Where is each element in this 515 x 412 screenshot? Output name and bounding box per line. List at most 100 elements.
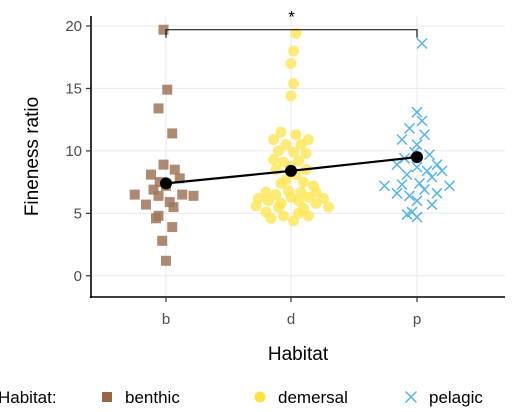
significance-label: *	[288, 8, 295, 27]
pelagic-point	[401, 209, 413, 221]
benthic-point	[157, 235, 168, 246]
benthic-point	[153, 103, 164, 114]
y-tick-label: 15	[65, 80, 82, 97]
demersal-point	[288, 146, 299, 158]
demersal-point	[323, 201, 334, 213]
demersal-point	[285, 90, 297, 102]
demersal-point	[270, 189, 282, 201]
demersal-point	[300, 147, 312, 159]
y-tick-label: 10	[65, 143, 82, 160]
benthic-point	[167, 128, 178, 139]
benthic-point	[162, 84, 173, 95]
tick-labels: 0 5 10 15 20 b d p	[65, 18, 421, 328]
legend: Habitat: benthic demersal pelagic	[0, 388, 483, 407]
benthic-point	[188, 190, 199, 201]
demersal-point	[260, 186, 272, 198]
benthic-point	[168, 202, 179, 213]
pelagic-point	[403, 190, 416, 202]
benthic-point	[174, 173, 185, 184]
pelagic-point	[416, 115, 428, 127]
demersal-point	[280, 139, 292, 151]
demersal-point	[288, 215, 299, 227]
demersal-point	[265, 212, 277, 224]
legend-benthic-label: benthic	[125, 388, 180, 407]
y-tick-label: 0	[74, 268, 82, 285]
benthic-point	[148, 184, 159, 195]
demersal-point	[288, 45, 299, 57]
x-tick-label: d	[287, 311, 295, 328]
legend-pelagic-label: pelagic	[429, 388, 483, 407]
pelagic-point	[401, 169, 413, 181]
demersal-point	[293, 155, 304, 167]
benthic-point	[169, 164, 180, 175]
pelagic-point	[426, 199, 438, 211]
demersal-point	[285, 57, 297, 69]
benthic-point	[161, 255, 171, 266]
axes	[86, 16, 505, 302]
pelagic-point	[418, 184, 431, 196]
pelagic-point	[416, 37, 428, 50]
pelagic-point	[411, 161, 423, 173]
benthic-point	[141, 199, 151, 210]
x-axis-title: Habitat	[268, 344, 329, 365]
demersal-point	[278, 210, 289, 222]
pelagic-point	[411, 211, 423, 223]
demersal-point	[290, 129, 302, 141]
pelagic-point	[426, 171, 438, 183]
mean-point	[160, 177, 172, 190]
demersal-point	[275, 126, 287, 138]
pelagic-point	[413, 177, 426, 189]
demersal-point	[310, 197, 322, 209]
legend-demersal-key	[254, 391, 266, 403]
demersal-point	[303, 191, 314, 203]
pelagic-point	[403, 122, 416, 134]
demersal-point	[263, 195, 274, 207]
pelagic-point	[423, 149, 436, 161]
demersal-point	[298, 176, 309, 188]
data-points	[129, 24, 456, 266]
pelagic-point	[411, 195, 423, 207]
legend-benthic-key	[102, 392, 112, 402]
demersal-point	[290, 27, 302, 39]
benthic-point	[167, 222, 178, 233]
pelagic-point	[431, 159, 443, 171]
legend-title: Habitat:	[0, 388, 57, 407]
benthic-point	[158, 24, 169, 35]
demersal-point	[275, 177, 287, 189]
legend-pelagic-key	[404, 390, 418, 404]
demersal-point	[303, 210, 314, 222]
pelagic-point	[411, 139, 423, 151]
mean-line	[160, 151, 423, 190]
pelagic-point	[396, 134, 408, 146]
benthic-point	[154, 177, 165, 188]
pelagic-point	[436, 165, 448, 177]
demersal-point	[295, 139, 307, 151]
benthic-point	[158, 159, 169, 170]
benthic-point	[151, 213, 161, 224]
x-tick-label: b	[162, 311, 170, 328]
y-tick-label: 5	[74, 205, 82, 222]
legend-demersal-label: demersal	[278, 388, 348, 407]
pelagic-point	[421, 165, 433, 177]
y-axis-title: Fineness ratio	[22, 97, 43, 216]
pelagic-point	[431, 187, 443, 199]
pelagic-point	[411, 106, 423, 118]
demersal-point	[273, 201, 284, 213]
demersal-point	[273, 145, 284, 157]
significance-bracket: *	[165, 8, 418, 38]
pelagic-point	[391, 159, 403, 171]
demersal-point	[268, 154, 279, 166]
demersal-point	[288, 77, 299, 89]
pelagic-point	[378, 180, 391, 192]
pelagic-point	[396, 179, 408, 191]
pelagic-point	[443, 180, 456, 192]
significance-bracket-line	[165, 29, 418, 38]
pelagic-point	[391, 187, 403, 199]
y-tick-label: 20	[65, 18, 82, 35]
mean-point	[411, 151, 423, 164]
benthic-point	[177, 189, 188, 200]
demersal-point	[250, 200, 262, 212]
x-tick-label: p	[413, 311, 421, 328]
benthic-point	[153, 190, 164, 201]
